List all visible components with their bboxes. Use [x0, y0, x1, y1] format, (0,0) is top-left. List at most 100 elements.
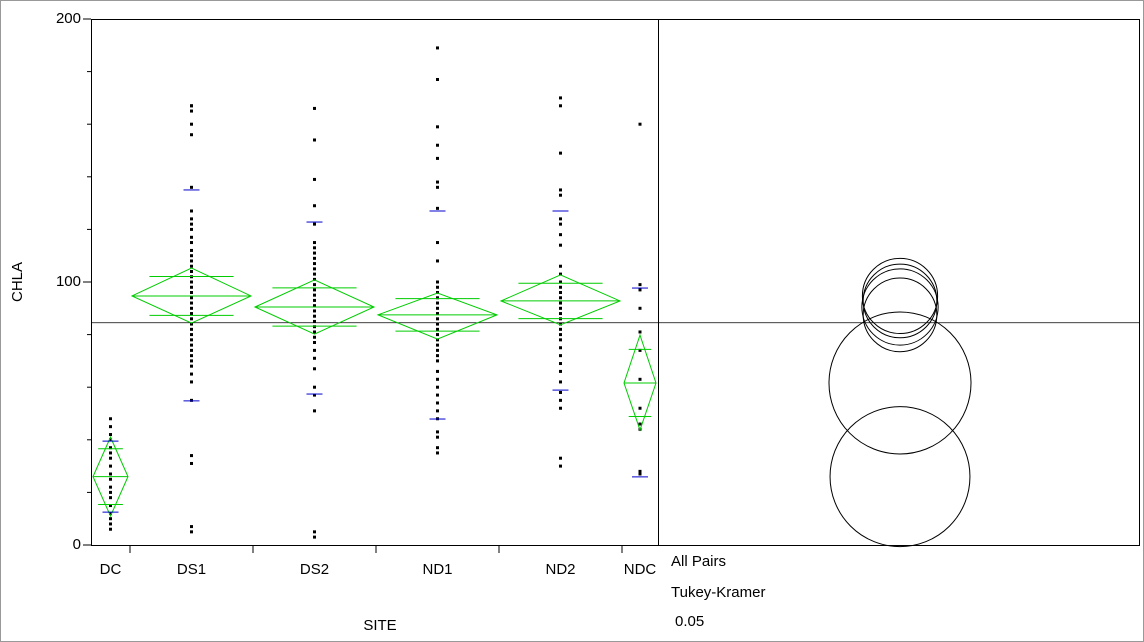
data-point — [313, 530, 316, 534]
data-point — [313, 335, 316, 339]
data-point — [313, 138, 316, 142]
data-point — [190, 122, 193, 126]
data-point — [559, 312, 562, 316]
data-point — [436, 241, 439, 245]
data-point — [559, 406, 562, 410]
data-point — [559, 354, 562, 358]
data-point — [436, 206, 439, 210]
data-point — [559, 306, 562, 310]
y-tick-label: 0 — [73, 536, 81, 553]
data-point — [559, 285, 562, 289]
data-point — [190, 104, 193, 108]
data-point — [313, 409, 316, 413]
data-point — [313, 177, 316, 181]
data-point — [436, 409, 439, 413]
data-point — [436, 185, 439, 189]
data-point — [109, 496, 112, 500]
data-point — [313, 314, 316, 318]
data-point — [109, 517, 112, 521]
data-point — [109, 451, 112, 455]
data-point — [109, 425, 112, 429]
data-point — [313, 319, 316, 323]
data-point — [559, 264, 562, 268]
data-point — [313, 309, 316, 313]
data-point — [436, 338, 439, 342]
data-point — [313, 288, 316, 292]
data-point — [109, 485, 112, 489]
data-point — [559, 390, 562, 394]
data-point — [559, 188, 562, 192]
means-diamond — [376, 292, 499, 340]
data-point — [559, 193, 562, 197]
comparison-circle — [862, 263, 938, 339]
data-point — [109, 522, 112, 526]
data-point — [313, 367, 316, 371]
data-point — [559, 151, 562, 155]
data-point — [559, 104, 562, 108]
data-point — [436, 377, 439, 381]
data-point — [313, 262, 316, 266]
data-point — [436, 317, 439, 321]
data-point — [190, 312, 193, 316]
data-point — [436, 143, 439, 147]
data-point — [436, 401, 439, 405]
x-tick-label: DS1 — [177, 561, 206, 578]
data-point — [313, 222, 316, 226]
data-point — [109, 490, 112, 494]
data-point — [190, 306, 193, 310]
data-point — [436, 359, 439, 363]
data-point — [190, 461, 193, 465]
data-point — [190, 280, 193, 284]
data-point — [638, 406, 642, 410]
data-point — [436, 385, 439, 389]
data-point — [436, 180, 439, 184]
data-point — [559, 346, 562, 350]
data-point — [436, 280, 439, 284]
data-point — [559, 243, 562, 247]
data-point — [190, 359, 193, 363]
data-point — [190, 209, 193, 213]
plot-frame — [91, 19, 1140, 546]
data-point — [190, 398, 193, 402]
data-point — [190, 235, 193, 239]
data-point — [190, 338, 193, 342]
y-tick-label: 200 — [56, 10, 81, 27]
data-point — [313, 272, 316, 276]
data-point — [436, 156, 439, 160]
data-point — [638, 306, 642, 310]
data-point — [109, 446, 112, 450]
y-tick-label: 100 — [56, 273, 81, 290]
comparison-circle — [828, 311, 972, 455]
x-axis-label: SITE — [363, 617, 396, 634]
data-point — [109, 477, 112, 481]
data-point — [190, 301, 193, 305]
data-point — [436, 393, 439, 397]
data-point — [190, 322, 193, 326]
data-point — [559, 222, 562, 226]
comparison-title: All Pairs — [671, 553, 726, 570]
data-point — [109, 417, 112, 421]
data-point — [109, 456, 112, 460]
data-point — [638, 283, 642, 287]
data-point — [559, 369, 562, 373]
data-point — [190, 354, 193, 358]
data-point — [190, 217, 193, 221]
data-point — [190, 264, 193, 268]
data-point — [313, 356, 316, 360]
data-point — [190, 259, 193, 263]
data-point — [559, 398, 562, 402]
data-point — [436, 259, 439, 263]
data-point — [190, 454, 193, 458]
data-point — [313, 348, 316, 352]
data-point — [436, 446, 439, 450]
data-point — [313, 106, 316, 110]
data-point — [559, 272, 562, 276]
data-point — [313, 204, 316, 208]
data-point — [313, 283, 316, 287]
data-point — [313, 340, 316, 344]
data-point — [638, 377, 642, 381]
data-point — [313, 325, 316, 329]
data-point — [190, 327, 193, 331]
data-point — [109, 504, 112, 508]
